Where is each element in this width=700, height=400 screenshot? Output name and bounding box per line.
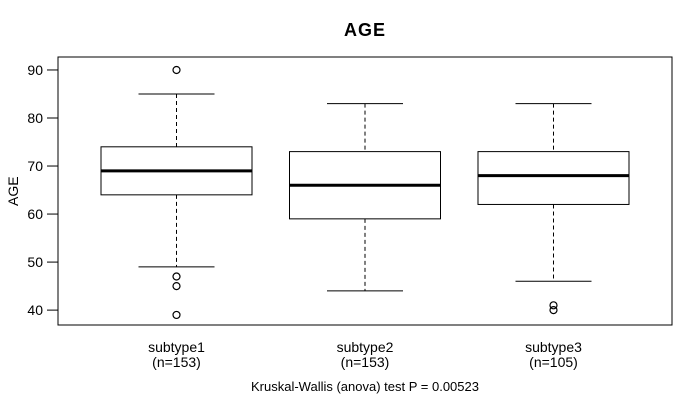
- iqr-box: [477, 151, 630, 205]
- outlier-point: [549, 306, 558, 315]
- y-axis-tick-label: 90: [27, 62, 43, 78]
- outlier-point: [549, 301, 558, 310]
- x-category-label: subtype1: [148, 339, 205, 355]
- y-axis-tick-label: 60: [27, 206, 43, 222]
- x-category-label: subtype2: [337, 339, 394, 355]
- chart-title: AGE: [343, 20, 386, 40]
- outlier-point: [172, 310, 181, 320]
- y-axis-tick-label: 50: [27, 254, 43, 270]
- x-category-sublabel: (n=153): [341, 354, 390, 370]
- y-axis-tick-label: 40: [27, 302, 43, 318]
- outlier-point: [172, 281, 181, 291]
- x-category-sublabel: (n=153): [152, 354, 201, 370]
- y-axis-tick-label: 80: [27, 110, 43, 126]
- y-axis-tick-label: 70: [27, 158, 43, 174]
- x-category-sublabel: (n=105): [529, 354, 578, 370]
- x-category-label: subtype3: [525, 339, 582, 355]
- plot-border: [57, 56, 673, 326]
- statistical-test-annotation: Kruskal-Wallis (anova) test P = 0.00523: [251, 379, 479, 394]
- outlier-point: [172, 272, 181, 281]
- outlier-point: [172, 65, 181, 75]
